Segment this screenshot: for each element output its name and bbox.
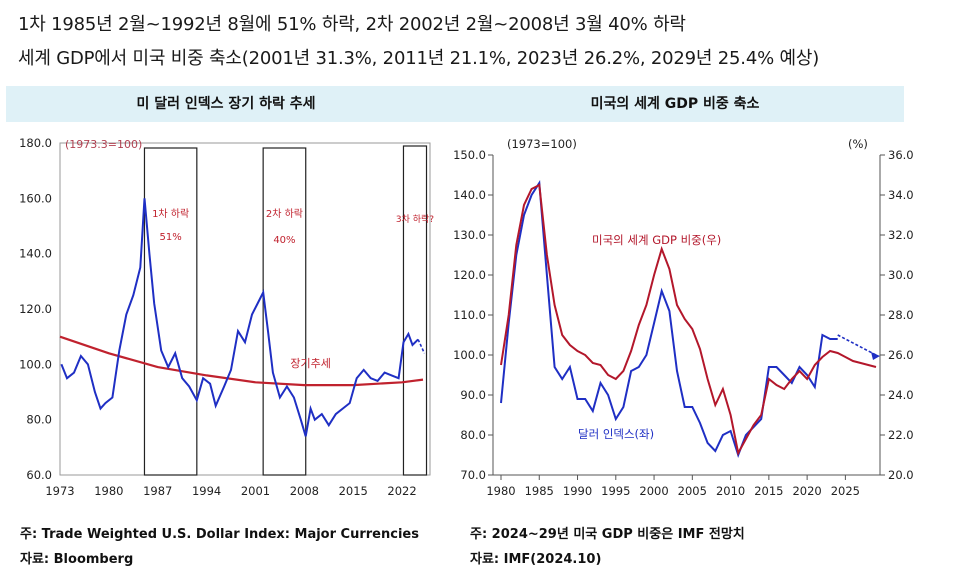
left-y-tick-label: 60.0 bbox=[26, 468, 52, 482]
right-left-tick-label: 140.0 bbox=[453, 188, 486, 202]
decline-period-box bbox=[143, 147, 198, 476]
headline-1: 1차 1985년 2월~1992년 8월에 51% 하락, 2차 2002년 2… bbox=[18, 14, 686, 35]
right-left-tick-label: 100.0 bbox=[453, 348, 486, 362]
right-x-tick-label: 2005 bbox=[678, 484, 707, 498]
right-footnote: 주: 2024~29년 미국 GDP 비중은 IMF 전망치 bbox=[470, 527, 745, 542]
dollar-index-forecast-line bbox=[417, 339, 426, 354]
right-x-tick-label: 1980 bbox=[486, 484, 515, 498]
left-y-tick-label: 180.0 bbox=[19, 136, 52, 150]
right-left-tick-label: 130.0 bbox=[453, 228, 486, 242]
first-decline-value: 51% bbox=[160, 232, 182, 243]
left-x-tick-label: 2008 bbox=[290, 484, 319, 498]
gdp-share-chart: 70.0 80.0 90.0 100.0 110.0 120.0 130.0 140.0 150… bbox=[453, 137, 914, 498]
left-x-tick-label: 1980 bbox=[94, 484, 123, 498]
second-decline-value: 40% bbox=[273, 235, 295, 246]
decline-period-box bbox=[262, 147, 307, 476]
right-dollar-index-line bbox=[500, 179, 838, 459]
right-right-tick-label: 28.0 bbox=[888, 308, 914, 322]
right-right-tick-label: 32.0 bbox=[888, 228, 914, 242]
right-left-tick-label: 80.0 bbox=[460, 428, 486, 442]
right-x-tick-label: 1990 bbox=[563, 484, 592, 498]
left-x-tick-label: 2015 bbox=[339, 484, 368, 498]
right-x-tick-label: 2025 bbox=[831, 484, 860, 498]
left-y-tick-label: 100.0 bbox=[19, 357, 52, 371]
right-x-tick-label: 2000 bbox=[639, 484, 668, 498]
right-x-tick-label: 2010 bbox=[716, 484, 745, 498]
right-left-tick-label: 120.0 bbox=[453, 268, 486, 282]
right-left-tick-label: 150.0 bbox=[453, 148, 486, 162]
right-right-tick-label: 22.0 bbox=[888, 428, 914, 442]
left-x-tick-label: 2001 bbox=[241, 484, 270, 498]
left-index-base-label: (1973.3=100) bbox=[65, 138, 142, 151]
left-x-tick-label: 1973 bbox=[45, 484, 74, 498]
second-decline-label: 2차 하락 bbox=[266, 207, 303, 220]
us-gdp-share-line bbox=[500, 183, 877, 456]
left-x-tick-label: 2022 bbox=[387, 484, 416, 498]
decline-period-box bbox=[402, 145, 428, 476]
trend-label: 장기추세 bbox=[290, 357, 330, 370]
left-chart-title: 미 달러 인덱스 장기 하락 추세 bbox=[6, 86, 446, 122]
right-left-tick-label: 110.0 bbox=[453, 308, 486, 322]
right-dollar-forecast-line bbox=[837, 334, 877, 356]
left-y-tick-label: 160.0 bbox=[19, 191, 52, 205]
left-x-tick-label: 1994 bbox=[192, 484, 221, 498]
right-x-tick-label: 2015 bbox=[754, 484, 783, 498]
right-right-tick-label: 36.0 bbox=[888, 148, 914, 162]
left-x-tick-label: 1987 bbox=[143, 484, 172, 498]
right-left-tick-label: 70.0 bbox=[460, 468, 486, 482]
long-term-trend-line bbox=[59, 335, 424, 387]
right-right-tick-label: 24.0 bbox=[888, 388, 914, 402]
right-right-tick-label: 34.0 bbox=[888, 188, 914, 202]
right-right-tick-label: 26.0 bbox=[888, 348, 914, 362]
right-x-tick-label: 2020 bbox=[792, 484, 821, 498]
third-decline-label: 3차 하락? bbox=[396, 213, 434, 225]
dollar-index-legend: 달러 인덱스(좌) bbox=[578, 427, 654, 441]
dollar-index-line bbox=[60, 198, 419, 437]
left-plot-frame bbox=[59, 142, 431, 476]
forecast-arrow-icon bbox=[871, 352, 880, 360]
right-x-tick-label: 1995 bbox=[601, 484, 630, 498]
right-source: 자료: IMF(2024.10) bbox=[470, 552, 602, 567]
right-right-tick-label: 30.0 bbox=[888, 268, 914, 282]
dollar-index-chart: 60.0 80.0 100.0 120.0 140.0 160.0 180.0 1973 19… bbox=[19, 136, 434, 498]
right-chart-title: 미국의 세계 GDP 비중 축소 bbox=[446, 86, 904, 122]
right-right-tick-label: 20.0 bbox=[888, 468, 914, 482]
right-index-base-label: (1973=100) bbox=[507, 137, 577, 151]
left-y-tick-label: 140.0 bbox=[19, 247, 52, 261]
gdp-share-legend: 미국의 세계 GDP 비중(우) bbox=[592, 233, 721, 247]
left-y-tick-label: 120.0 bbox=[19, 302, 52, 316]
right-left-tick-label: 90.0 bbox=[460, 388, 486, 402]
right-percent-label: (%) bbox=[848, 137, 868, 151]
right-x-tick-label: 1985 bbox=[525, 484, 554, 498]
left-source: 자료: Bloomberg bbox=[20, 552, 134, 567]
left-footnote: 주: Trade Weighted U.S. Dollar Index: Maj… bbox=[20, 527, 419, 542]
headline-2: 세계 GDP에서 미국 비중 축소(2001년 31.3%, 2011년 21.… bbox=[18, 48, 820, 69]
first-decline-label: 1차 하락 bbox=[152, 207, 189, 220]
left-y-tick-label: 80.0 bbox=[26, 413, 52, 427]
